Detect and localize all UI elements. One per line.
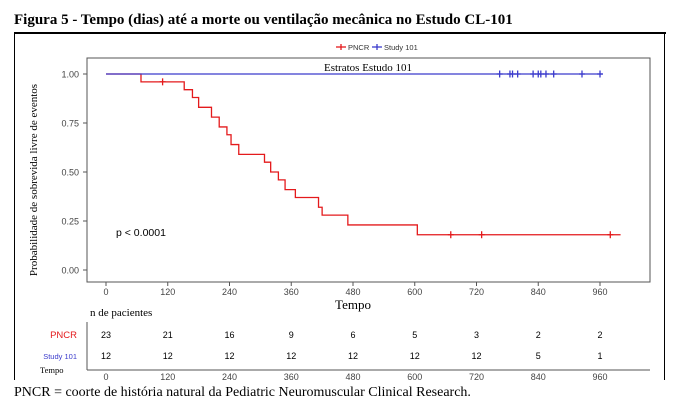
risk-count: 12 [410,351,420,361]
risk-x-tick-label: 960 [592,372,607,382]
legend-entry: Study 101 [384,43,418,52]
risk-count: 5 [536,351,541,361]
risk-count: 3 [474,330,479,340]
y-tick-label: 0.25 [61,217,79,227]
risk-count: 2 [536,330,541,340]
risk-x-tick-label: 600 [407,372,422,382]
x-tick-label: 600 [407,287,422,297]
risk-count: 23 [101,330,111,340]
risk-count: 12 [348,351,358,361]
legend-entry: PNCR [348,43,370,52]
risk-count: 21 [163,330,173,340]
risk-table-title: n de pacientes [90,307,152,319]
risk-row-label: PNCR [50,330,77,341]
x-tick-label: 120 [160,287,175,297]
x-tick-label: 960 [592,287,607,297]
p-value-annotation: p < 0.0001 [116,227,166,239]
risk-row-label: Study 101 [43,352,77,361]
risk-count: 12 [163,351,173,361]
risk-count: 5 [412,330,417,340]
x-tick-label: 720 [469,287,484,297]
figure-frame [14,34,665,380]
risk-x-tick-label: 720 [469,372,484,382]
risk-count: 6 [350,330,355,340]
x-axis-label: Tempo [335,297,371,312]
risk-table-xlabel: Tempo [40,365,63,375]
x-tick-label: 480 [345,287,360,297]
risk-count: 12 [471,351,481,361]
x-tick-label: 240 [222,287,237,297]
risk-x-tick-label: 0 [103,372,108,382]
series-line-pncr [106,73,621,236]
x-tick-label: 840 [531,287,546,297]
risk-count: 1 [597,351,602,361]
risk-count: 16 [224,330,234,340]
legend-inline-label: Estratos Estudo 101 [324,62,412,74]
y-tick-label: 0.75 [61,119,79,129]
risk-count: 12 [286,351,296,361]
y-tick-label: 0.00 [61,266,79,276]
risk-x-tick-label: 120 [160,372,175,382]
risk-count: 9 [289,330,294,340]
x-tick-label: 0 [103,287,108,297]
risk-x-tick-label: 360 [284,372,299,382]
y-tick-label: 1.00 [61,70,79,80]
risk-count: 12 [101,351,111,361]
y-tick-label: 0.50 [61,168,79,178]
risk-count: 2 [597,330,602,340]
figure-footnote: PNCR = coorte de história natural da Ped… [14,385,471,400]
risk-x-tick-label: 240 [222,372,237,382]
risk-x-tick-label: 840 [531,372,546,382]
risk-count: 12 [224,351,234,361]
plot-panel [86,57,651,283]
figure-title: Figura 5 - Tempo (dias) até a morte ou v… [14,12,513,28]
y-axis-label: Probabilidade de sobrevida livre de even… [28,84,40,276]
risk-x-tick-label: 480 [345,372,360,382]
title-rule [14,32,666,34]
x-tick-label: 360 [284,287,299,297]
